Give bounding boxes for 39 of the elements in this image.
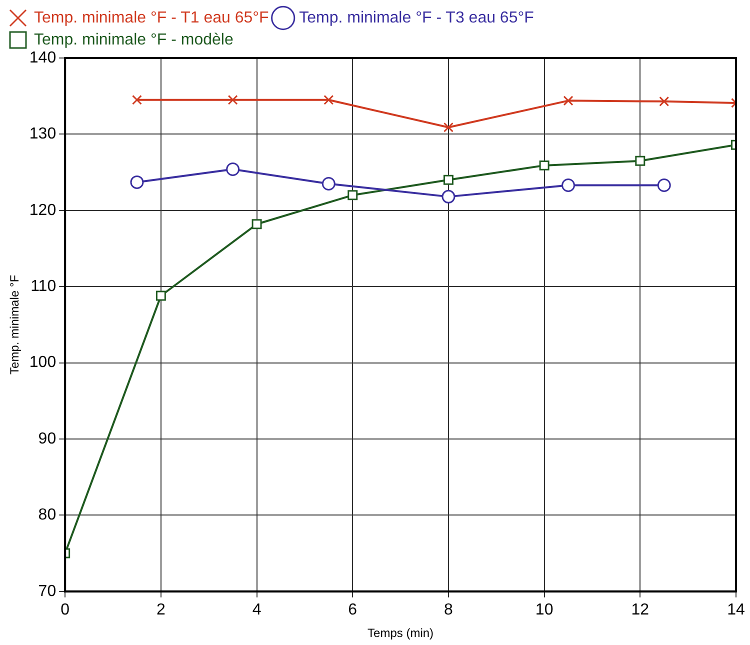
point [324,94,334,105]
legend-label: Temp. minimale °F - T1 eau 65°F [34,9,270,26]
y-tick-label: 90 [38,430,56,448]
y-tick-label: 100 [29,354,56,372]
y-tick-label: 80 [38,506,56,524]
point [659,96,670,106]
point [657,178,671,192]
x-tick-label: 4 [252,601,262,618]
point [228,94,238,105]
point [348,190,358,200]
point [130,175,144,189]
y-tick-label: 140 [29,49,56,66]
point [252,219,262,230]
x-tick-label: 2 [156,601,166,618]
x-tick-label: 14 [727,601,745,618]
x-tick-label: 12 [631,601,650,618]
point [443,122,454,132]
legend-label: Temp. minimale °F - T3 eau 65°F [299,9,534,26]
y-tick-label: 70 [38,582,56,600]
point [562,178,576,192]
legend-label: Temp. minimale °F - modèle [34,31,234,48]
y-tick-label: 110 [30,278,56,296]
point [635,156,646,166]
x-tick-label: 0 [60,601,70,618]
point [132,94,142,105]
point [563,96,574,106]
x-tick-label: 6 [348,601,358,618]
x-tick-label: 10 [535,601,554,618]
x-tick-label: 8 [444,601,454,618]
point [443,174,454,185]
x-axis-title: Temps (min) [368,626,434,640]
point [226,162,240,176]
point [156,290,166,301]
point [322,176,336,190]
y-tick-label: 130 [29,126,56,143]
point [442,190,456,204]
y-tick-label: 120 [29,202,56,219]
y-axis-title: Temp. minimale °F [8,274,22,374]
point [539,160,550,170]
